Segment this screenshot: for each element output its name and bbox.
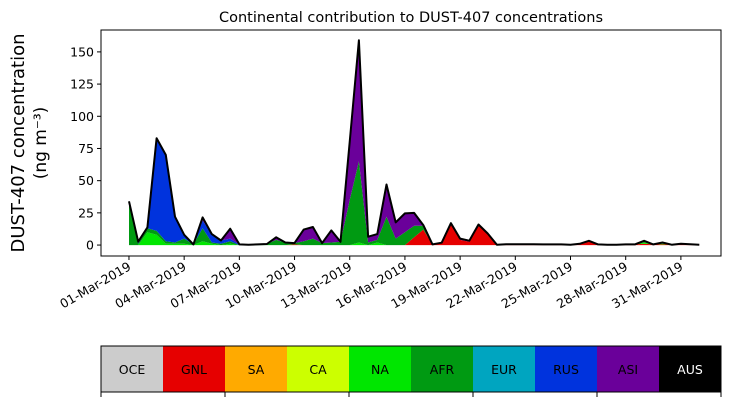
- colorbar-label: GNL: [181, 362, 207, 377]
- chart-title: Continental contribution to DUST-407 con…: [219, 10, 603, 26]
- colorbar-label: AUS: [677, 362, 703, 377]
- colorbar-cell-aus: [659, 346, 722, 392]
- colorbar-cell-oce: [101, 346, 164, 392]
- colorbar-cell-sa: [225, 346, 288, 392]
- total-line: [128, 39, 700, 246]
- colorbar-cell-asi: [597, 346, 660, 392]
- stacked-areas: [128, 39, 700, 246]
- y-tick-label: 25: [78, 205, 94, 220]
- colorbar-label: AFR: [430, 362, 455, 377]
- colorbar-label: CA: [309, 362, 327, 377]
- colorbar-cell-gnl: [163, 346, 226, 392]
- colorbar-label: SA: [248, 362, 265, 377]
- area-na: [129, 223, 700, 246]
- colorbar-label: EUR: [491, 362, 517, 377]
- plot-frame: [100, 29, 722, 257]
- colorbar-cell-rus: [535, 346, 598, 392]
- colorbar: OCE GNL SA CA NA AFR EUR RUS ASI AUS: [100, 345, 722, 397]
- y-tick-label: 150: [70, 44, 94, 59]
- area-afr: [129, 161, 700, 246]
- y-tick-label: 50: [78, 173, 94, 188]
- y-tick-label: 100: [70, 109, 94, 124]
- colorbar-cell-na: [349, 346, 412, 392]
- colorbar-cell-ca: [287, 346, 350, 392]
- area-gnl: [129, 223, 700, 246]
- colorbar-label: OCE: [119, 362, 146, 377]
- colorbar-frame: [100, 345, 722, 393]
- y-axis-label-line1: DUST-407 concentration: [8, 33, 29, 252]
- colorbar-cell-afr: [411, 346, 474, 392]
- colorbar-label: NA: [371, 362, 389, 377]
- y-axis-label-line2: (ng m⁻³): [31, 107, 51, 180]
- colorbar-label: ASI: [618, 362, 638, 377]
- y-tick-label: 0: [86, 238, 94, 253]
- colorbar-label: RUS: [553, 362, 579, 377]
- colorbar-cell-eur: [473, 346, 536, 392]
- y-tick-label: 75: [78, 141, 94, 156]
- y-tick-label: 125: [70, 77, 94, 92]
